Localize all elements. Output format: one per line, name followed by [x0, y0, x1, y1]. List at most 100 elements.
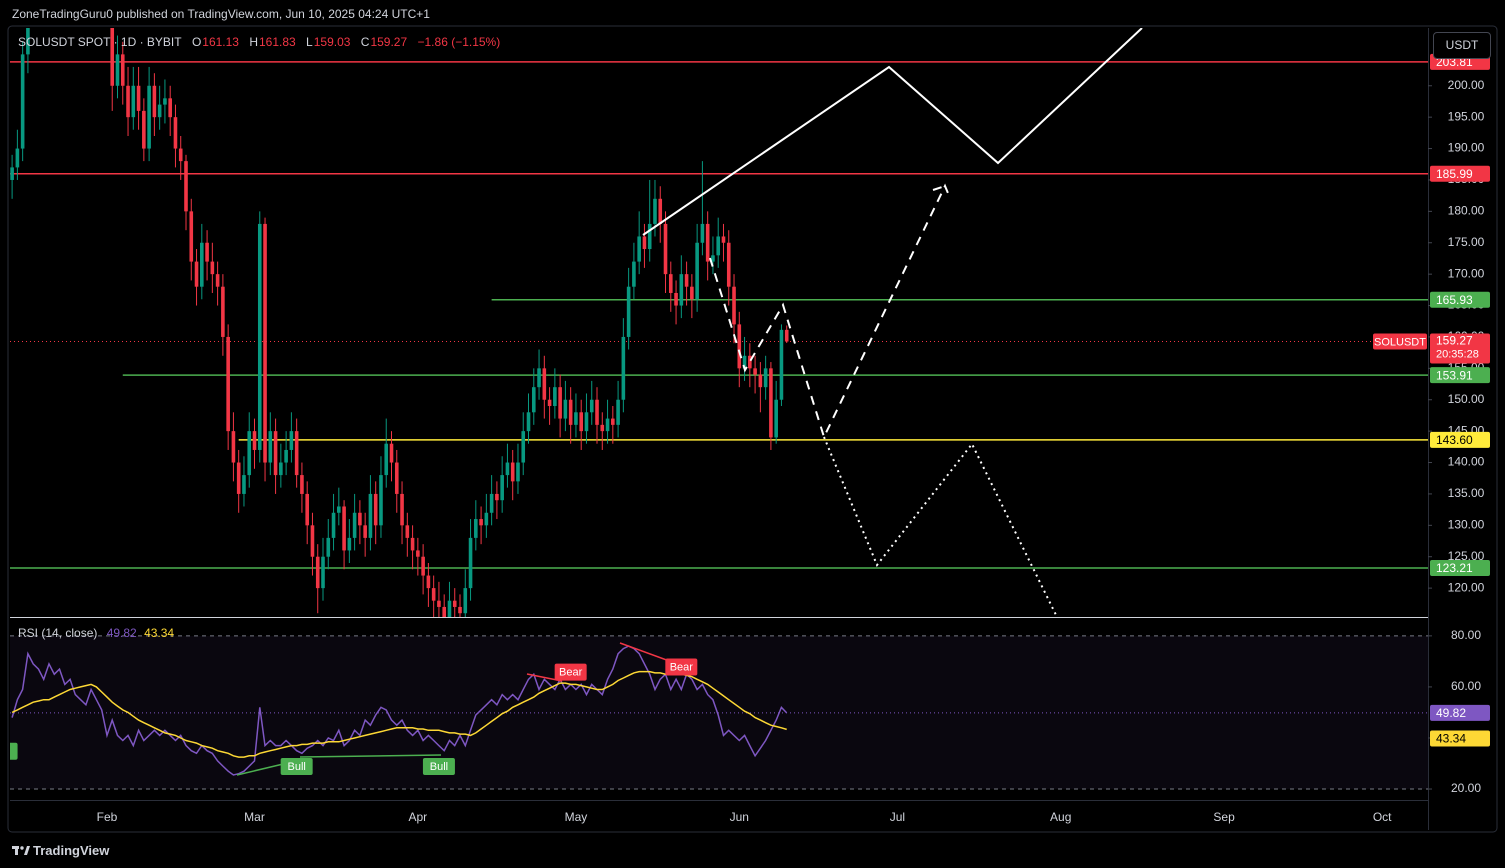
- level-label: 153.91: [1436, 368, 1473, 382]
- candle-body: [484, 512, 489, 526]
- rsi-pane: Bull Bull Bull Bear Bear: [10, 635, 1428, 790]
- level-label: 123.21: [1436, 561, 1473, 575]
- y-tick-label: 130.00: [1448, 517, 1485, 531]
- candle-body: [642, 236, 647, 250]
- candle-body: [605, 418, 610, 432]
- candle-body: [779, 329, 784, 400]
- last-price-label: 159.27: [1436, 334, 1473, 348]
- legend-close: 159.27: [370, 35, 408, 49]
- candle-body: [716, 236, 721, 256]
- candle-body: [126, 85, 130, 118]
- x-tick-label: Jun: [730, 810, 749, 824]
- x-tick-label: Sep: [1213, 810, 1235, 824]
- candle-body: [553, 387, 557, 407]
- candle-body: [690, 286, 694, 300]
- candle-body: [595, 399, 599, 425]
- candle-body: [458, 606, 462, 614]
- candle-body: [516, 462, 520, 482]
- level-badge: [1430, 291, 1490, 308]
- candle-body: [537, 368, 541, 388]
- candle-body: [426, 575, 431, 589]
- candle-body: [152, 85, 157, 118]
- candle-body: [658, 198, 663, 224]
- candle-body: [200, 242, 204, 287]
- y-tick-label: 140.00: [1448, 455, 1485, 469]
- y-tick-label: 200.00: [1448, 78, 1485, 92]
- candle-body: [26, 28, 30, 55]
- candle-body: [110, 28, 115, 86]
- rsi-lines: [10, 635, 1428, 790]
- candle-body: [558, 387, 562, 419]
- candle-body: [526, 412, 531, 432]
- candle-body: [653, 198, 657, 224]
- currency-button[interactable]: USDT: [1433, 32, 1491, 59]
- candle-body: [700, 223, 705, 243]
- candle-body: [368, 493, 373, 538]
- candle-body: [384, 443, 389, 476]
- candle-body: [479, 519, 483, 526]
- levels: [10, 61, 1428, 569]
- candle-body: [289, 431, 294, 450]
- y-tick-label: 20.00: [1451, 781, 1481, 795]
- legend-low: 159.03: [313, 35, 351, 49]
- candle-body: [131, 85, 136, 118]
- projection-line: [642, 28, 1143, 236]
- y-tick-label: 120.00: [1448, 580, 1485, 594]
- candle-body: [463, 588, 468, 614]
- x-tick-label: Feb: [97, 810, 118, 824]
- candle-body: [242, 475, 246, 494]
- annotation-text: Bear: [670, 661, 694, 673]
- candle-body: [468, 537, 473, 589]
- candle-body: [663, 223, 668, 275]
- level-badge: [1430, 431, 1490, 448]
- candle-body: [347, 537, 352, 551]
- candle-body: [210, 261, 215, 275]
- candle-body: [136, 85, 141, 111]
- annotation-box: [10, 742, 18, 760]
- x-tick-label: Apr: [409, 810, 428, 824]
- legend-key: L: [306, 35, 313, 49]
- annotation-text: Bull: [430, 761, 448, 773]
- level-label: 143.60: [1436, 433, 1473, 447]
- candle-body: [310, 525, 315, 557]
- candle-body: [337, 506, 341, 513]
- candle-body: [616, 399, 620, 425]
- x-tick-label: Mar: [244, 810, 265, 824]
- candle-body: [194, 261, 199, 287]
- annotation-box: [422, 758, 455, 776]
- y-tick-label: 80.00: [1451, 628, 1481, 642]
- candle-body: [574, 412, 578, 425]
- candle-body: [684, 274, 689, 287]
- publish-header: ZoneTradingGuru0 published on TradingVie…: [12, 7, 430, 21]
- candle-body: [626, 286, 631, 337]
- candle-body: [742, 355, 747, 369]
- candle-body: [769, 368, 773, 438]
- candle-body: [284, 449, 288, 463]
- candle-body: [579, 412, 584, 432]
- candle-body: [447, 600, 452, 617]
- candle-body: [584, 412, 589, 432]
- candle-body: [737, 324, 742, 369]
- candle-body: [674, 292, 678, 306]
- candle-body: [178, 148, 183, 162]
- annotation-box: [280, 758, 313, 776]
- candle-body: [774, 399, 778, 438]
- projection-dashed: [709, 183, 951, 440]
- candle-body: [352, 512, 357, 538]
- candle-body: [394, 462, 399, 494]
- bull-divergence: [299, 754, 442, 758]
- logo-part: [24, 846, 30, 855]
- candle-body: [753, 368, 757, 375]
- candle-body: [711, 255, 715, 262]
- candle-body: [437, 600, 441, 607]
- candle-body: [421, 556, 425, 576]
- candle-body: [321, 556, 325, 589]
- candle-body: [363, 525, 367, 538]
- candle-body: [342, 506, 346, 551]
- price-badges: SOLUSDT 159.2720:35:28203.81185.99165.931…: [1373, 53, 1490, 747]
- candle-body: [721, 236, 726, 243]
- candle-body: [542, 368, 547, 400]
- symbol: SOLUSDT SPOT · 1D · BYBIT: [18, 35, 182, 49]
- candle-body: [452, 600, 457, 607]
- rsi-ma-value: 43.34: [144, 626, 175, 640]
